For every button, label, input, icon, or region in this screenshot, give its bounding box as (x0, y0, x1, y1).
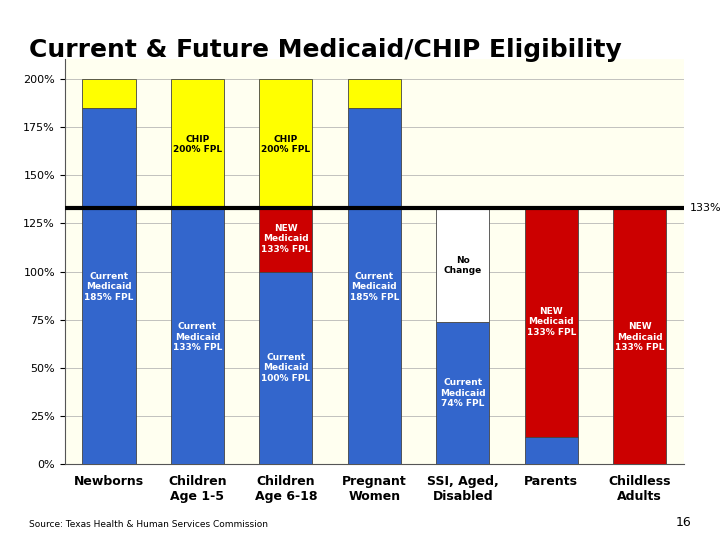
Text: NEW
Medicaid
133% FPL: NEW Medicaid 133% FPL (261, 224, 310, 254)
Bar (171, 208, 224, 464)
Bar (348, 79, 401, 107)
Bar (259, 272, 312, 464)
Text: Current
Medicaid
185% FPL: Current Medicaid 185% FPL (350, 272, 399, 302)
Bar (259, 208, 312, 272)
Text: 16: 16 (675, 516, 691, 529)
Bar (83, 79, 135, 107)
Bar (171, 79, 224, 208)
Text: NEW
Medicaid
133% FPL: NEW Medicaid 133% FPL (526, 307, 576, 336)
Bar (348, 107, 401, 464)
Text: Current & Future Medicaid/CHIP Eligibility: Current & Future Medicaid/CHIP Eligibili… (29, 38, 621, 62)
Text: Source: Texas Health & Human Services Commission: Source: Texas Health & Human Services Co… (29, 520, 268, 529)
Text: NEW
Medicaid
133% FPL: NEW Medicaid 133% FPL (615, 322, 665, 352)
Text: CHIP
200% FPL: CHIP 200% FPL (173, 134, 222, 154)
Text: Current
Medicaid
100% FPL: Current Medicaid 100% FPL (261, 353, 310, 383)
Bar (259, 79, 312, 208)
Bar (613, 208, 666, 464)
Bar (436, 322, 490, 464)
Bar (436, 208, 490, 322)
Text: Current
Medicaid
74% FPL: Current Medicaid 74% FPL (440, 378, 486, 408)
Bar (525, 437, 578, 464)
Text: 133%: 133% (690, 203, 720, 213)
Bar (83, 107, 135, 464)
Text: CHIP
200% FPL: CHIP 200% FPL (261, 134, 310, 154)
Text: Current
Medicaid
185% FPL: Current Medicaid 185% FPL (84, 272, 134, 302)
Text: Current
Medicaid
133% FPL: Current Medicaid 133% FPL (173, 322, 222, 352)
Bar (525, 208, 578, 437)
Text: No
Change: No Change (444, 256, 482, 275)
